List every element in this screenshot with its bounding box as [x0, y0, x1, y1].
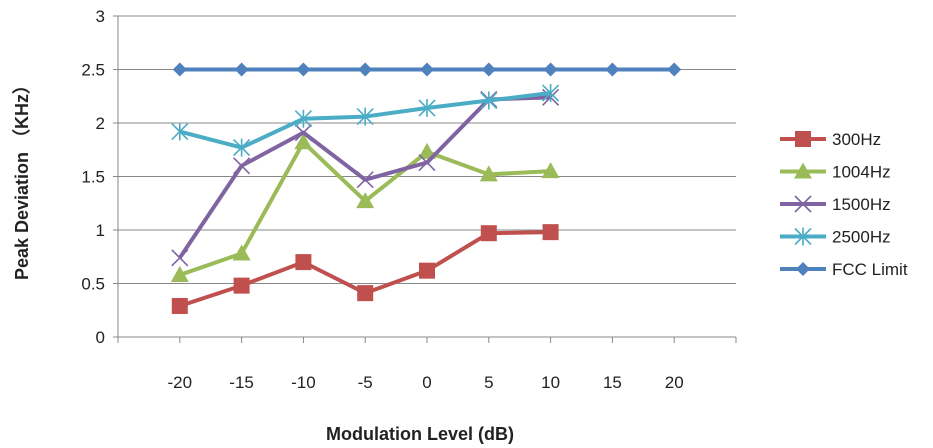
series-line — [179, 140, 551, 277]
data-point — [481, 62, 496, 77]
y-tick-labels: 0 0.5 1 1.5 2 2.5 3 — [81, 7, 105, 347]
legend-item: 1004Hz — [780, 162, 891, 182]
data-point — [233, 138, 251, 157]
data-point — [294, 124, 312, 142]
series-1004hz — [170, 133, 560, 282]
data-point — [170, 265, 189, 282]
data-point — [356, 192, 375, 209]
legend-marker — [795, 131, 811, 147]
legend-item: FCC Limit — [780, 260, 908, 279]
legend: 300Hz 1004Hz 1500Hz 2500Hz FCC Limit — [780, 130, 908, 279]
data-point — [358, 62, 373, 77]
x-tick-label: 20 — [665, 373, 684, 392]
y-tick-label: 1 — [96, 221, 105, 240]
data-point — [542, 224, 559, 241]
data-point — [479, 165, 498, 182]
series-fcc-limit — [172, 62, 682, 77]
data-point — [356, 107, 374, 126]
x-tick-labels: -20 -15 -10 -5 0 5 10 15 20 — [168, 373, 684, 392]
data-point — [294, 109, 312, 128]
legend-label: 2500Hz — [832, 228, 891, 247]
y-tick-label: 0 — [96, 328, 105, 347]
x-tick-label: 10 — [541, 373, 560, 392]
data-point — [296, 62, 311, 77]
data-point — [233, 157, 251, 175]
data-point — [171, 122, 189, 141]
data-point — [232, 244, 251, 261]
legend-label: 1004Hz — [832, 163, 891, 182]
legend-item: 2500Hz — [780, 227, 891, 247]
x-tick-label: 15 — [603, 373, 622, 392]
x-tick-label: 5 — [484, 373, 493, 392]
legend-marker — [796, 262, 810, 276]
legend-label: FCC Limit — [832, 260, 908, 279]
data-point — [172, 62, 187, 77]
data-point — [357, 285, 374, 302]
y-tick-label: 1.5 — [81, 168, 105, 187]
legend-marker — [794, 227, 812, 246]
series-300hz — [171, 224, 559, 314]
data-point — [480, 91, 498, 110]
x-tick-label: -20 — [168, 373, 193, 392]
data-point — [605, 62, 620, 77]
data-point — [233, 277, 250, 294]
series-2500hz — [171, 84, 560, 157]
data-point — [171, 249, 189, 267]
data-point — [356, 171, 374, 189]
data-point — [418, 99, 436, 118]
x-axis-title: Modulation Level (dB) — [326, 424, 514, 444]
x-tick-label: -10 — [291, 373, 316, 392]
legend-item: 300Hz — [780, 130, 881, 149]
data-point — [234, 62, 249, 77]
data-point — [667, 62, 682, 77]
x-tick-label: 0 — [422, 373, 431, 392]
data-point — [295, 254, 312, 271]
legend-label: 300Hz — [832, 130, 881, 149]
data-point — [541, 162, 560, 179]
data-point — [418, 154, 436, 172]
y-tick-label: 2.5 — [81, 61, 105, 80]
data-point — [419, 262, 435, 279]
y-tick-label: 2 — [96, 114, 105, 133]
y-tick-label: 3 — [96, 7, 105, 26]
legend-marker — [794, 162, 812, 179]
data-point — [294, 133, 313, 150]
data-point — [543, 62, 558, 77]
data-point — [418, 142, 436, 159]
data-point — [542, 84, 560, 103]
legend-item: 1500Hz — [780, 195, 891, 214]
data-point — [420, 62, 434, 77]
y-axis-title: Peak Deviation （KHz） — [12, 76, 32, 280]
legend-label: 1500Hz — [832, 195, 891, 214]
plot-area — [170, 62, 682, 314]
y-tick-label: 0.5 — [81, 275, 105, 294]
axes — [113, 15, 737, 343]
data-point — [480, 225, 497, 242]
x-tick-label: -5 — [358, 373, 373, 392]
data-point — [171, 297, 188, 314]
x-tick-label: -15 — [229, 373, 254, 392]
legend-marker — [794, 195, 812, 213]
